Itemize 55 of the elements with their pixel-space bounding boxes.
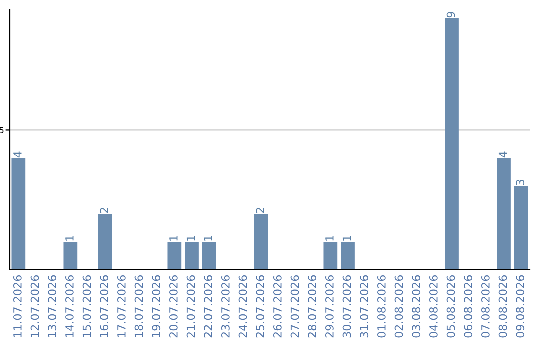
x-tick-label: 20.07.2026 (169, 276, 178, 338)
bar (445, 18, 459, 270)
bar (202, 242, 216, 270)
x-tick-label: 16.07.2026 (100, 276, 109, 338)
bar (64, 242, 78, 270)
x-tick-label: 03.08.2026 (412, 276, 421, 338)
data-label: 1 (170, 236, 178, 241)
x-tick-label: 15.07.2026 (82, 276, 92, 338)
x-tick-label: 24.07.2026 (238, 276, 248, 338)
data-label: 1 (204, 236, 212, 241)
bar (98, 214, 112, 270)
data-label: 1 (186, 236, 196, 241)
data-label: 2 (100, 208, 108, 214)
bar (168, 242, 182, 270)
x-tick-label: 25.07.2026 (256, 276, 265, 338)
bar (254, 214, 268, 270)
x-tick-label: 27.07.2026 (290, 276, 300, 338)
data-label: 4 (14, 152, 22, 158)
x-tick-label: 04.08.2026 (429, 276, 438, 338)
x-tick-label: 09.08.2026 (516, 276, 525, 338)
x-tick-label: 19.07.2026 (152, 276, 161, 338)
data-label: 9 (446, 12, 456, 18)
x-tick-label: 31.07.2026 (360, 276, 369, 338)
data-label: 4 (498, 152, 508, 158)
data-label: 1 (66, 236, 74, 241)
data-label: 1 (342, 236, 352, 241)
x-tick-label: 21.07.2026 (186, 276, 196, 338)
x-tick-label: 11.07.2026 (13, 276, 22, 338)
x-tick-label: 02.08.2026 (394, 276, 404, 338)
x-tick-label: 07.08.2026 (481, 276, 490, 338)
x-tick-label: 23.07.2026 (221, 276, 230, 338)
bar (185, 242, 199, 270)
x-tick-label: 22.07.2026 (204, 276, 213, 338)
x-tick-label: 08.08.2026 (498, 276, 508, 338)
data-label: 2 (256, 208, 264, 214)
y-tick-label: 5 (0, 127, 4, 134)
x-tick-label: 06.08.2026 (464, 276, 473, 338)
data-label: 1 (326, 236, 334, 241)
x-tick-label: 28.07.2026 (308, 276, 317, 338)
x-tick-label: 12.07.2026 (30, 276, 40, 338)
bar (12, 158, 26, 270)
x-tick-label: 13.07.2026 (48, 276, 57, 338)
bar (514, 186, 528, 270)
x-tick-label: 29.07.2026 (325, 276, 334, 338)
bar (497, 158, 511, 270)
x-tick-label: 14.07.2026 (65, 276, 74, 338)
x-tick-label: 01.08.2026 (377, 276, 386, 338)
x-tick-label: 18.07.2026 (134, 276, 144, 338)
data-label: 3 (516, 180, 525, 186)
x-tick-label: 26.07.2026 (273, 276, 282, 338)
bar (341, 242, 355, 270)
x-tick-label: 17.07.2026 (117, 276, 126, 338)
x-tick-label: 05.08.2026 (446, 276, 456, 338)
bar (324, 242, 338, 270)
x-tick-label: 30.07.2026 (342, 276, 352, 338)
